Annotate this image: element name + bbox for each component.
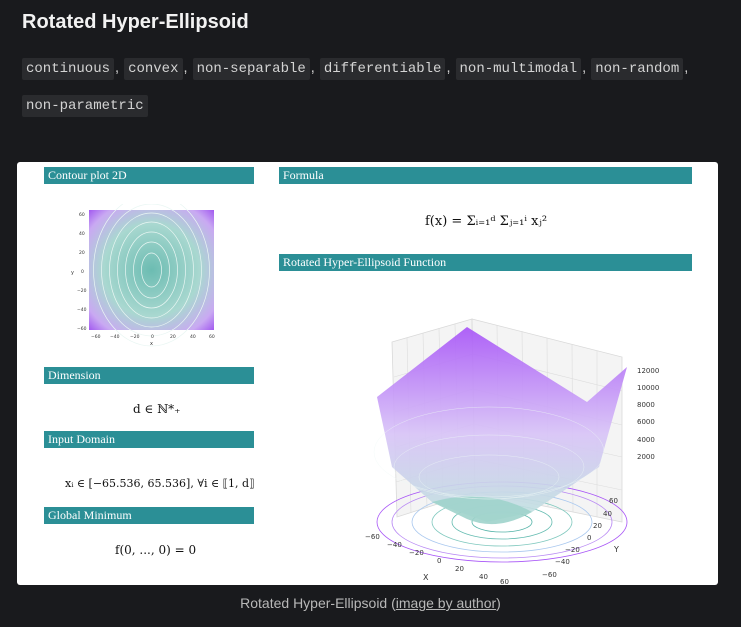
x-tick: 20 — [170, 334, 176, 340]
tag-separator: , — [183, 60, 188, 76]
x-tick: 60 — [209, 334, 215, 340]
y-tick: −20 — [565, 546, 580, 554]
x-tick: 60 — [500, 578, 509, 585]
tag: non-parametric — [22, 95, 148, 117]
tag-separator: , — [582, 60, 587, 76]
input-domain-header: Input Domain — [44, 431, 254, 448]
x-tick: 0 — [437, 557, 441, 565]
x-tick: 40 — [479, 573, 488, 581]
tag: convex — [124, 58, 183, 80]
dimension-header: Dimension — [44, 367, 254, 384]
y-tick: 20 — [79, 250, 85, 256]
z-tick: 10000 — [637, 384, 659, 392]
surface-y-label: Y — [613, 545, 619, 554]
x-tick: −20 — [409, 549, 424, 557]
formula-header: Formula — [279, 167, 692, 184]
x-tick: 20 — [455, 565, 464, 573]
z-tick: 8000 — [637, 401, 655, 409]
tag-separator: , — [115, 60, 120, 76]
contour-plot-header: Contour plot 2D — [44, 167, 254, 184]
input-domain-text: xᵢ ∈ [−65.536, 65.536], ∀i ∈ ⟦1, d⟧ — [65, 477, 255, 490]
y-tick: 60 — [79, 212, 85, 218]
y-tick: −60 — [542, 571, 557, 579]
contour-y-label: y — [71, 270, 74, 276]
global-minimum-text: f(0, ..., 0) = 0 — [115, 543, 197, 557]
contour-plot: 60 40 20 0 −20 −40 −60 −60 −40 −20 0 20 … — [71, 204, 215, 347]
surface-z-ticks: 12000 10000 8000 6000 4000 2000 — [637, 367, 659, 461]
surface-plot: 12000 10000 8000 6000 4000 2000 −60 −40 … — [365, 318, 659, 585]
x-tick: 0 — [151, 334, 154, 340]
z-tick: 12000 — [637, 367, 659, 375]
y-tick: 60 — [609, 497, 618, 505]
tag: continuous — [22, 58, 115, 80]
contour-field — [89, 210, 214, 330]
contour-lines — [93, 204, 210, 347]
y-tick: 40 — [79, 231, 85, 237]
surface-minimum — [432, 496, 532, 525]
surface-bowl — [377, 327, 627, 522]
contour-y-ticks: 60 40 20 0 −20 −40 −60 — [77, 212, 87, 332]
tag-separator: , — [310, 60, 315, 76]
function-plot-header: Rotated Hyper-Ellipsoid Function — [279, 254, 692, 271]
x-tick: −40 — [110, 334, 120, 340]
x-tick: 40 — [190, 334, 196, 340]
y-tick: 40 — [603, 510, 612, 518]
contour-x-ticks: −60 −40 −20 0 20 40 60 — [91, 334, 215, 340]
y-tick: −40 — [77, 307, 87, 313]
surface-x-ticks: −60 −40 −20 0 20 40 60 — [365, 533, 509, 585]
y-tick: −20 — [77, 288, 87, 294]
z-tick: 6000 — [637, 418, 655, 426]
y-tick: 20 — [593, 522, 602, 530]
figure-caption: Rotated Hyper-Ellipsoid (image by author… — [0, 595, 741, 611]
dimension-text: d ∈ ℕ*₊ — [133, 402, 181, 416]
z-tick: 2000 — [637, 453, 655, 461]
x-tick: −60 — [365, 533, 380, 541]
surface-y-ticks: 60 40 20 0 −20 −40 −60 — [542, 497, 618, 579]
function-figure: Contour plot 2D Dimension Input Domain G… — [17, 162, 718, 585]
tag-list: continuous, convex, non-separable, diffe… — [22, 50, 712, 124]
y-tick: 0 — [587, 534, 591, 542]
y-tick: −60 — [77, 326, 87, 332]
x-tick: −60 — [91, 334, 101, 340]
surface-x-label: X — [423, 573, 429, 582]
tag: non-separable — [192, 58, 310, 80]
x-tick: −20 — [130, 334, 140, 340]
image-by-author-link[interactable]: image by author — [395, 595, 497, 611]
tag: differentiable — [319, 58, 446, 80]
tag: non-multimodal — [455, 58, 582, 80]
y-tick: −40 — [555, 558, 570, 566]
tag-separator: , — [684, 60, 689, 76]
formula-text: f(x) = Σᵢ₌₁ᵈ Σⱼ₌₁ⁱ xⱼ² — [425, 214, 548, 229]
tag: non-random — [591, 58, 684, 80]
z-tick: 4000 — [637, 436, 655, 444]
surface-mesh — [373, 406, 605, 500]
caption-suffix: ) — [496, 595, 501, 611]
tag-separator: , — [446, 60, 451, 76]
y-tick: 0 — [81, 269, 84, 275]
page-title: Rotated Hyper-Ellipsoid — [22, 11, 249, 33]
contour-x-label: x — [150, 341, 153, 347]
x-tick: −40 — [387, 541, 402, 549]
caption-prefix: Rotated Hyper-Ellipsoid ( — [240, 595, 396, 611]
global-minimum-header: Global Minimum — [44, 507, 254, 524]
